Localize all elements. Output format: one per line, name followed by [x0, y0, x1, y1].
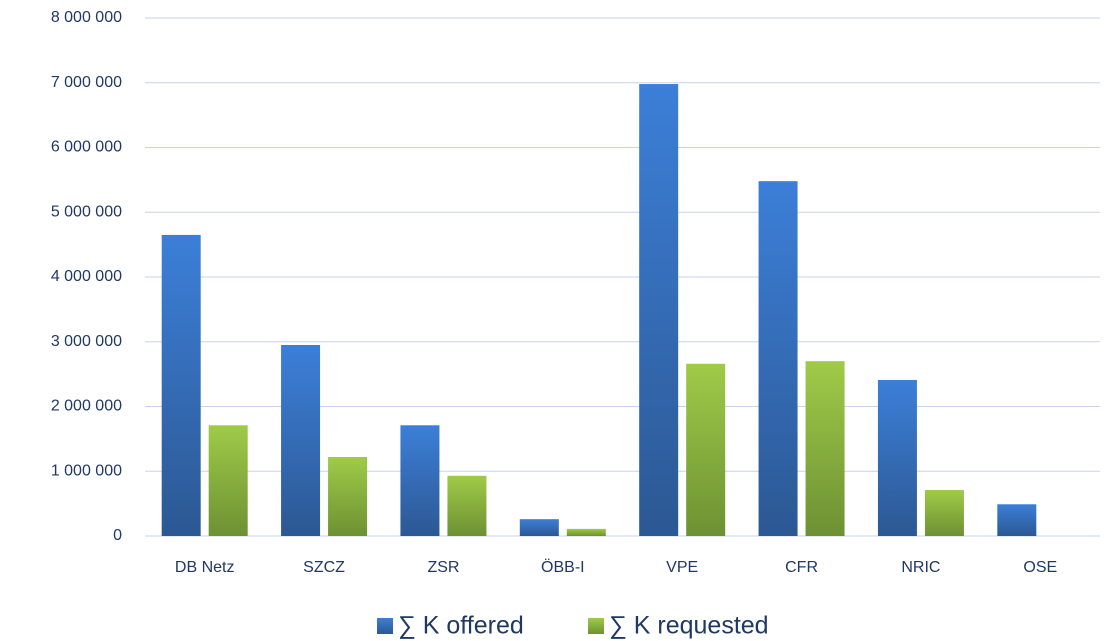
bar [208, 425, 248, 536]
y-tick-label: 0 [113, 527, 122, 544]
y-tick-label: 6 000 000 [51, 139, 122, 156]
bar [566, 528, 606, 536]
x-tick-label: VPE [666, 559, 698, 576]
bar [924, 490, 964, 536]
y-tick-label: 7 000 000 [51, 74, 122, 91]
x-tick-label: ZSR [427, 559, 459, 576]
legend-swatch [377, 618, 393, 634]
x-tick-label: SZCZ [303, 559, 345, 576]
bar [686, 363, 726, 536]
y-tick-label: 5 000 000 [51, 203, 122, 220]
bar [519, 519, 559, 536]
bar [328, 457, 368, 536]
x-tick-label: NRIC [901, 559, 940, 576]
bar [997, 504, 1037, 536]
legend-label: ∑ K requested [609, 612, 769, 640]
y-tick-label: 2 000 000 [51, 398, 122, 415]
bar [400, 425, 440, 536]
bar [877, 379, 917, 536]
bar [639, 84, 679, 537]
bar [447, 475, 487, 536]
y-tick-label: 8 000 000 [51, 9, 122, 26]
x-tick-label: OSE [1023, 559, 1057, 576]
x-tick-label: DB Netz [175, 559, 235, 576]
y-tick-label: 3 000 000 [51, 333, 122, 350]
x-tick-label: ÖBB-I [541, 558, 585, 576]
y-tick-label: 4 000 000 [51, 268, 122, 285]
x-tick-label: CFR [785, 559, 818, 576]
bar [161, 234, 201, 536]
legend-swatch [588, 618, 604, 634]
y-tick-label: 1 000 000 [51, 462, 122, 479]
bar [281, 344, 321, 536]
legend-label: ∑ K offered [398, 612, 524, 640]
bar [805, 361, 845, 536]
bar [758, 181, 798, 537]
